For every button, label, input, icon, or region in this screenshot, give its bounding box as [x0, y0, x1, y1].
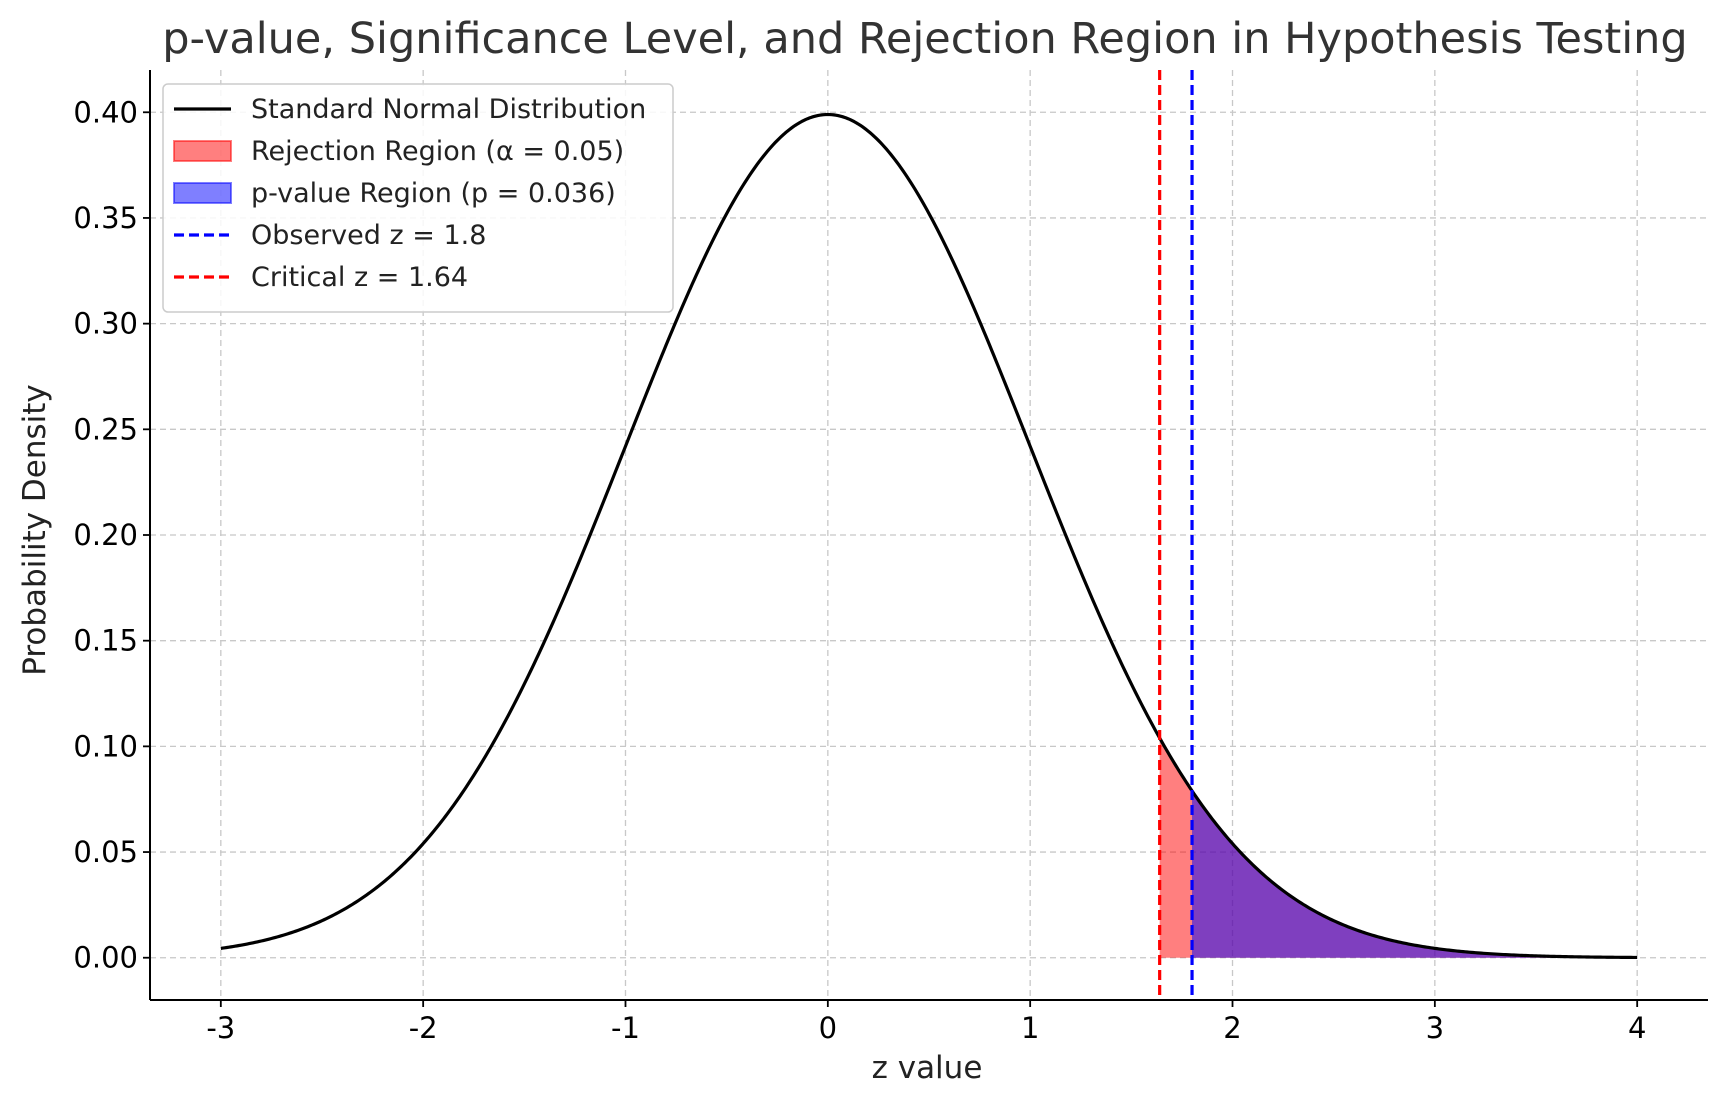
x-tick-label: 0	[819, 1011, 837, 1045]
x-axis-title: z value	[872, 1050, 983, 1086]
legend-box	[162, 83, 674, 313]
y-tick-label: 0.10	[73, 729, 138, 763]
x-tick-label: 4	[1628, 1011, 1646, 1045]
x-tick-label: -3	[206, 1011, 235, 1045]
axes	[143, 70, 1708, 1007]
x-tick-label: 1	[1021, 1011, 1039, 1045]
p-value-region-area	[1192, 790, 1638, 958]
legend-entry-label: Critical z = 1.64	[251, 262, 468, 293]
y-tick-label: 0.25	[73, 412, 138, 446]
x-tick-label: -1	[611, 1011, 640, 1045]
chart-title: p-value, Significance Level, and Rejecti…	[162, 14, 1687, 64]
series-lines	[220, 70, 1638, 1000]
y-tick-label: 0.00	[73, 941, 138, 975]
y-tick-label: 0.35	[73, 201, 138, 235]
shaded-regions	[1159, 737, 1638, 958]
y-tick-label: 0.30	[73, 307, 138, 341]
y-tick-label: 0.20	[73, 518, 138, 552]
legend-entry-label: Standard Normal Distribution	[251, 94, 646, 125]
normal-distribution-line	[220, 112, 1638, 960]
y-tick-label: 0.15	[73, 624, 138, 658]
y-tick-label: 0.05	[73, 835, 138, 869]
legend-area-swatch	[173, 182, 232, 204]
legend-entry-label: p-value Region (p = 0.036)	[251, 178, 616, 209]
legend-entry-label: Rejection Region (α = 0.05)	[251, 136, 624, 167]
y-tick-label: 0.40	[73, 95, 138, 129]
legend-entry-label: Observed z = 1.8	[251, 220, 486, 251]
tick-labels: -3 -2 -1 0 1 2 3 4 0.00 0.05 0.10 0.15 0.20 0.25 0.30 0…	[73, 95, 1646, 1045]
y-axis-title: Probability Density	[17, 384, 53, 676]
legend-area-swatch	[173, 140, 232, 162]
x-tick-label: 2	[1223, 1011, 1241, 1045]
x-tick-label: 3	[1426, 1011, 1444, 1045]
legend: Standard Normal Distribution Rejection Re…	[162, 83, 674, 313]
x-tick-label: -2	[409, 1011, 438, 1045]
